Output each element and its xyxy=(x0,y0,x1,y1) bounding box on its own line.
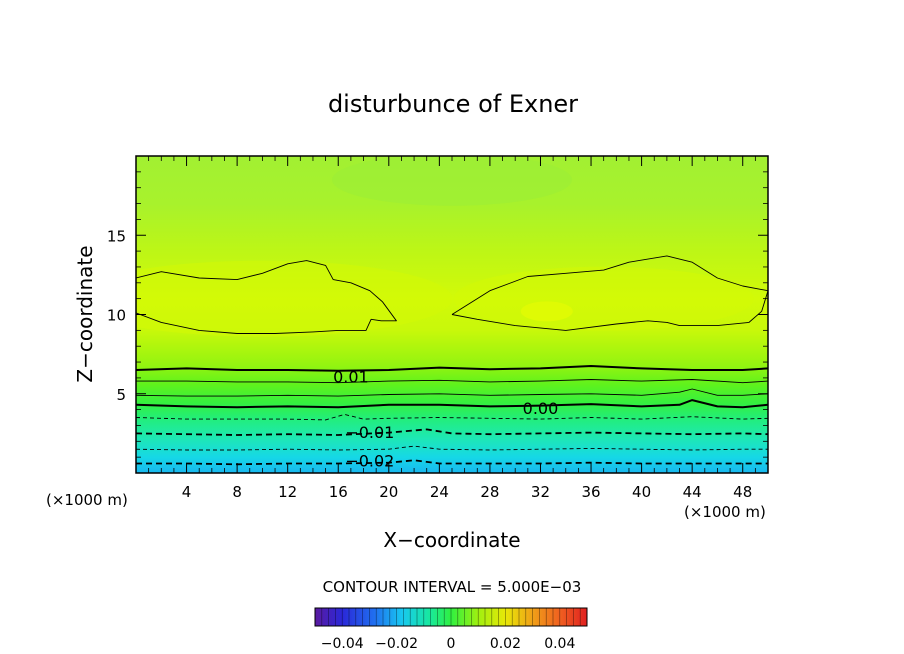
x-axis-label: X−coordinate xyxy=(383,528,520,552)
x-unit-right: (×1000 m) xyxy=(684,503,766,521)
contour-label: 0.00 xyxy=(523,399,559,418)
colorbar-tick-label: 0.02 xyxy=(490,636,521,652)
x-tick-label: 48 xyxy=(733,483,752,501)
contour-line xyxy=(136,260,397,334)
field-patch-right xyxy=(453,266,754,331)
chart-title: disturbunce of Exner xyxy=(328,90,578,118)
x-tick-label: 28 xyxy=(480,483,499,501)
x-tick-label: 36 xyxy=(581,483,600,501)
colorbar-frame xyxy=(314,607,588,627)
contour-line xyxy=(136,365,768,372)
contour-label: 0.01 xyxy=(333,367,369,386)
y-tick-label: 5 xyxy=(116,386,126,404)
contour-interval-text: CONTOUR INTERVAL = 5.000E−03 xyxy=(323,578,582,596)
colorbar-divisions xyxy=(321,608,581,626)
colorbar-tick-label: 0.04 xyxy=(544,636,575,652)
y-tick-label: 10 xyxy=(107,307,126,325)
colorbar-ticks: −0.04 −0.02 0 0.02 0.04 xyxy=(321,636,576,652)
x-tick-label: 8 xyxy=(232,483,242,501)
contour-line xyxy=(136,379,768,384)
x-tick-label: 32 xyxy=(531,483,550,501)
color-field-patches xyxy=(136,156,754,337)
contour-label: −0.02 xyxy=(345,451,394,470)
contour-lines xyxy=(136,255,768,466)
y-axis-label: Z−coordinate xyxy=(73,245,97,382)
x-unit-left: (×1000 m) xyxy=(46,491,128,509)
contour-line xyxy=(136,445,768,451)
colorbar-tick-label: −0.04 xyxy=(321,636,364,652)
contour-line xyxy=(451,255,768,331)
x-tick-label: 44 xyxy=(683,483,702,501)
colorbar-tick-label: 0 xyxy=(447,636,456,652)
field-patch-top xyxy=(332,156,572,206)
contour-labels: 0.01 0.00 −0.01 −0.02 xyxy=(333,367,559,470)
x-tick-label: 40 xyxy=(632,483,651,501)
x-tick-label: 24 xyxy=(430,483,449,501)
contour-label: −0.01 xyxy=(345,423,394,442)
field-patch-left xyxy=(136,260,453,337)
contour-line xyxy=(136,399,768,409)
x-tick-label: 20 xyxy=(379,483,398,501)
contour-line xyxy=(136,388,768,397)
x-tick-label: 4 xyxy=(182,483,192,501)
contour-line xyxy=(136,413,768,421)
y-tick-label: 15 xyxy=(107,227,126,245)
x-tick-label: 16 xyxy=(329,483,348,501)
field-patch-max xyxy=(520,301,573,322)
colorbar-tick-label: −0.02 xyxy=(375,636,418,652)
x-tick-label: 12 xyxy=(278,483,297,501)
